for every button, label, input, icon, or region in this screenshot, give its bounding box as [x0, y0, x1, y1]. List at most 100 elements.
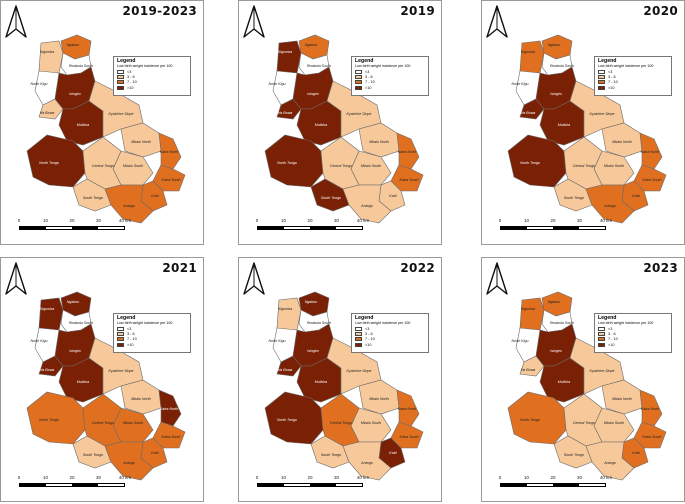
- legend-swatch: [598, 342, 605, 347]
- district-label: Rwabola South: [69, 321, 93, 325]
- legend-swatch: [598, 337, 605, 342]
- legend-subtitle: Low birth weight incidence per 100: [117, 321, 173, 325]
- legend-subtitle: Low birth weight incidence per 100: [598, 64, 654, 68]
- scale-tick-label: 30: [95, 218, 102, 223]
- district-label: Rwabola South: [69, 64, 93, 68]
- legend-subtitle: Low birth weight incidence per 100: [355, 321, 411, 325]
- scale-tick-label: 20: [307, 475, 313, 480]
- district-label: Antogo: [122, 461, 134, 465]
- map-legend: Legend Low birth weight incidence per 100…: [113, 56, 191, 96]
- district-region: [342, 441, 392, 481]
- district-label: Antogo: [360, 461, 372, 465]
- district-label: Katra North: [641, 150, 659, 154]
- scale-tick-label: 20: [69, 218, 75, 223]
- scale-bar: 0 10 20 30 40 km: [18, 475, 149, 493]
- legend-label: 3 - 6: [365, 75, 373, 80]
- scale-tick-label: 20: [550, 475, 556, 480]
- legend-swatch: [117, 337, 124, 342]
- district-label: North Kigu: [31, 339, 48, 343]
- scale-tick-label: 40 km: [356, 475, 370, 480]
- legend-label: >10: [365, 85, 372, 90]
- north-arrow-icon: [486, 5, 508, 38]
- district-label: Katra South: [162, 435, 181, 439]
- district-label: Mbalu North: [612, 397, 632, 401]
- district-label: Kigumba: [278, 307, 292, 311]
- legend-swatch: [117, 69, 124, 74]
- legend-subtitle: Low birth weight incidence per 100: [117, 64, 173, 68]
- district-label: North Kigu: [269, 82, 286, 86]
- scale-tick-label: 10: [280, 218, 287, 223]
- district-region: [276, 355, 302, 377]
- map-panel: Ngabou Kigumba Rwabola South North Kigu Ha B…: [0, 0, 204, 245]
- legend-title: Legend: [598, 315, 617, 321]
- district-label: Kyaichire Slope: [590, 112, 615, 116]
- legend-swatch: [598, 326, 605, 331]
- scale-tick-label: 30: [333, 475, 340, 480]
- scale-tick-label: 30: [576, 218, 583, 223]
- district-label: South Tongo: [83, 453, 103, 457]
- district-label: Katri: [632, 194, 640, 198]
- district-label: Mbalu South: [604, 164, 624, 168]
- district-label: Katra North: [398, 150, 416, 154]
- scale-tick-label: 20: [550, 218, 556, 223]
- legend-swatch: [355, 337, 362, 342]
- map-legend: Legend Low birth weight incidence per 100…: [351, 313, 429, 353]
- legend-item: <3: [355, 326, 425, 331]
- district-label: Rwabola South: [550, 321, 574, 325]
- district-region: [38, 98, 64, 120]
- district-region: [519, 355, 545, 377]
- legend-item: 3 - 6: [117, 74, 187, 80]
- legend-swatch: [355, 332, 362, 337]
- scale-bar: 0 10 20 30 40 km: [498, 218, 630, 236]
- district-label: Kigumba: [40, 50, 54, 54]
- legend-label: <3: [127, 326, 132, 331]
- district-label: Ngabou: [305, 43, 318, 47]
- district-label: Mulisha: [315, 123, 327, 127]
- legend-swatch: [355, 85, 362, 90]
- district-label: Katra South: [162, 178, 181, 182]
- district-label: Ha Bowa: [521, 368, 536, 372]
- legend-label: 7 - 10: [365, 80, 375, 85]
- scale-tick-label: 0: [255, 475, 259, 480]
- map-panel: Ngabou Kigumba Rwabola South North Kigu Ha B…: [238, 0, 442, 245]
- district-label: North Tongo: [39, 161, 59, 165]
- district-label: Ha Bowa: [278, 368, 293, 372]
- district-label: Isingiro: [550, 92, 562, 96]
- legend-label: <3: [365, 326, 370, 331]
- district-label: Antogo: [603, 461, 615, 465]
- panel-title: 2022: [400, 261, 435, 275]
- legend-swatch: [598, 69, 605, 74]
- legend-label: <3: [608, 326, 613, 331]
- map-panel: Ngabou Kigumba Rwabola South North Kigu Ha B…: [481, 257, 685, 502]
- district-label: Katri: [389, 451, 397, 455]
- district-region: [519, 98, 545, 120]
- legend-label: 3 - 6: [608, 75, 616, 80]
- legend-item: <3: [117, 69, 187, 74]
- district-label: Katri: [151, 194, 159, 198]
- scale-tick-label: 0: [498, 218, 502, 223]
- legend-label: 7 - 10: [608, 337, 618, 342]
- scale-tick-label: 10: [42, 218, 49, 223]
- legend-swatch: [598, 332, 605, 337]
- scale-tick-label: 40 km: [118, 475, 132, 480]
- panel-title: 2019-2023: [122, 4, 197, 18]
- district-label: North Kigu: [512, 82, 529, 86]
- legend-item: 3 - 6: [355, 74, 425, 80]
- district-label: Ngabou: [548, 43, 561, 47]
- scale-tick-label: 40 km: [356, 218, 370, 223]
- district-map: Ngabou Kigumba Rwabola South North Kigu Ha B…: [507, 34, 667, 224]
- legend-label: 3 - 6: [127, 332, 135, 337]
- district-label: Ngabou: [67, 300, 80, 304]
- legend-label: 7 - 10: [127, 337, 137, 342]
- north-arrow-icon: [243, 5, 265, 38]
- district-label: Mbalu South: [604, 421, 624, 425]
- legend-swatch: [355, 342, 362, 347]
- district-map: Ngabou Kigumba Rwabola South North Kigu Ha B…: [507, 291, 667, 481]
- district-region: [104, 184, 154, 224]
- district-label: Mulisha: [77, 380, 89, 384]
- legend-item: 7 - 10: [355, 80, 425, 85]
- map-panel: Ngabou Kigumba Rwabola South North Kigu Ha B…: [0, 257, 204, 502]
- district-label: South Tongo: [321, 453, 341, 457]
- district-label: Isingiro: [69, 349, 81, 353]
- district-label: South Tongo: [83, 196, 103, 200]
